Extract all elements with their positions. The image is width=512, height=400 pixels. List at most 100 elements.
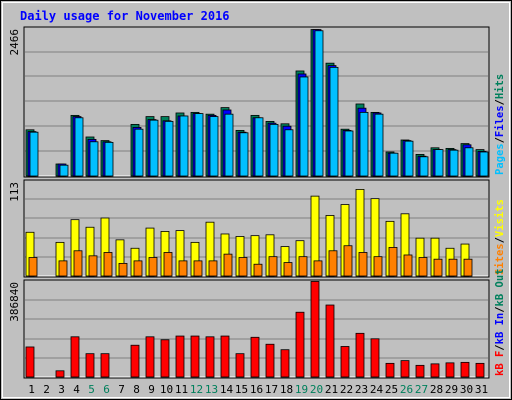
kbf-bar [280,349,290,378]
sites-bar [388,247,398,277]
pages-bar [344,130,354,177]
sites-bar [298,256,308,277]
day-label: 4 [73,383,80,396]
day-label: 20 [310,383,323,396]
kbf-bar [130,344,140,378]
sites-bar [253,263,263,277]
day-label: 8 [133,383,140,396]
pages-bar [149,119,159,177]
legend-kbf: kB F [494,351,506,376]
pages-bar [89,141,99,177]
day-label: 7 [118,383,125,396]
pages-bar [29,131,39,177]
kbf-bar [355,332,365,378]
legend-sep: / [494,137,506,143]
sites-bar [433,258,443,277]
pages-bar [404,140,414,177]
pages-bar [374,113,384,177]
kbf-bar [85,353,95,378]
day-label: 13 [205,383,218,396]
sites-bar [343,245,353,277]
sites-bar [238,257,248,277]
pages-bar [479,151,489,177]
day-label: 5 [88,383,95,396]
sites-bar [268,256,278,277]
sites-bar [178,260,188,277]
day-label: 23 [355,383,368,396]
sites-bar [103,252,113,277]
legend-sep: / [494,99,506,105]
pages-bar [209,116,219,177]
visits-panel-legend: Sites/Visits [494,199,506,275]
kbf-bar [340,346,350,378]
kbf-bar [100,353,110,378]
day-label: 19 [295,383,308,396]
pages-bar [434,149,444,177]
kbf-bar [295,311,305,378]
sites-bar [463,258,473,277]
sites-bar [448,258,458,277]
sites-bar [163,252,173,277]
kbf-bar [415,364,425,378]
day-label: 18 [280,383,293,396]
sites-bar [223,253,233,277]
pages-bar [314,30,324,177]
kbf-bar [190,335,200,378]
kbf-bar [460,361,470,378]
kbf-bar [235,353,245,378]
day-label: 11 [175,383,188,396]
hits-panel-ymax-label: 2466 [8,29,21,56]
pages-bar [464,147,474,177]
sites-bar [328,250,338,277]
kbf-bar [370,338,380,378]
pages-bar [104,141,114,177]
pages-bar [164,120,174,177]
pages-bar [239,132,249,177]
kbf-bar [70,336,80,378]
legend-pages: Pages [494,143,506,175]
day-label: 6 [103,383,110,396]
kbf-bar [385,362,395,378]
chart-title: Daily usage for November 2016 [20,9,230,23]
pages-bar [194,113,204,177]
day-label: 24 [370,383,384,396]
hits-panel-legend: Pages/Files/Hits [494,74,506,175]
sites-bar [118,262,128,277]
kbf-bar [400,360,410,378]
sites-bar [148,257,158,277]
kbf-bar [55,370,65,378]
day-label: 9 [148,383,155,396]
day-label: 31 [475,383,488,396]
kbf-bar [25,346,35,378]
pages-bar [419,156,429,177]
day-label: 15 [235,383,248,396]
pages-bar [254,117,264,177]
kbf-bar [475,362,485,378]
legend-kbin: kB In [494,313,506,345]
kbf-bar [310,281,320,378]
day-label: 10 [160,383,173,396]
kbytes-panel-legend: kB F/kB In/kB Out [494,269,506,377]
day-label: 21 [325,383,338,396]
sites-bar [418,257,428,277]
sites-bar [193,260,203,277]
kbf-bar [325,304,335,378]
pages-bar [74,117,84,177]
kbf-bar [175,335,185,378]
legend-sep: / [494,237,506,243]
day-label: 30 [460,383,473,396]
day-label: 3 [58,383,65,396]
visits-panel-ymax-label: 113 [8,182,21,202]
day-label: 1 [28,383,35,396]
sites-bar [73,250,83,277]
sites-bar [358,252,368,277]
kbf-bar [220,335,230,378]
day-label: 27 [415,383,428,396]
kbf-bar [445,362,455,378]
day-label: 26 [400,383,413,396]
pages-bar [134,128,144,177]
day-label: 25 [385,383,398,396]
day-label: 14 [220,383,234,396]
sites-bar [88,255,98,277]
